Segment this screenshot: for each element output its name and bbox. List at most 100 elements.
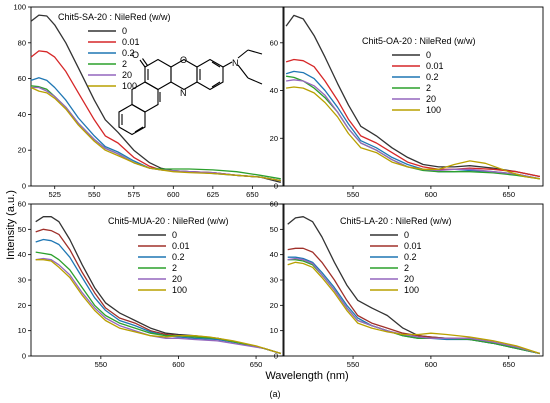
atom-label-N-ring: N (180, 88, 187, 98)
legend-label-2: 2 (122, 59, 127, 69)
legend-label-20: 20 (426, 94, 436, 104)
legend-label-0.01: 0.01 (426, 61, 444, 71)
legend-label-20: 20 (172, 274, 182, 284)
series-line-100 (287, 261, 541, 355)
legend-label-100: 100 (404, 285, 419, 295)
x-tick-label: 600 (172, 360, 185, 369)
y-axis-label: Intensity (a.u.) (5, 190, 17, 260)
legend-title: Chit5-MUA-20 : NileRed (w/w) (108, 216, 229, 226)
atom-label-N-amine: N (232, 58, 239, 68)
y-tick-label: 40 (270, 250, 278, 259)
chart-panel-1: 525 550 575 600 625 650020406080100Chit5-SA-2… (13, 3, 285, 199)
y-tick-label: 100 (13, 3, 26, 12)
y-tick-label: 0 (22, 182, 26, 191)
legend-label-100: 100 (426, 105, 441, 115)
legend-label-0.2: 0.2 (172, 252, 185, 262)
y-tick-label: 60 (18, 200, 26, 209)
x-tick-label: 650 (246, 190, 259, 199)
legend-label-100: 100 (172, 285, 187, 295)
series-line-0.01 (285, 58, 541, 178)
series-line-100 (35, 259, 282, 355)
y-tick-label: 20 (18, 301, 26, 310)
y-tick-label: 60 (270, 200, 278, 209)
series-line-0 (285, 14, 541, 178)
nile-red-structure-drawing (118, 49, 263, 136)
y-tick-label: 40 (18, 250, 26, 259)
legend-title: Chit5-OA-20 : NileRed (w/w) (362, 36, 476, 46)
legend-label-0: 0 (172, 230, 177, 240)
series-line-20 (286, 79, 541, 180)
series-line-0.01 (30, 50, 281, 182)
legend-label-20: 20 (404, 274, 414, 284)
legend-label-0.01: 0.01 (172, 241, 190, 251)
legend-label-2: 2 (426, 83, 431, 93)
legend-label-0.01: 0.01 (122, 37, 140, 47)
series-line-0.2 (287, 256, 541, 355)
chart-panels: 525 550 575 600 625 650020406080100Chit5-SA-2… (13, 3, 544, 369)
x-tick-label: 650 (250, 360, 263, 369)
y-tick-label: 60 (270, 38, 278, 47)
y-tick-label: 40 (270, 86, 278, 95)
y-tick-label: 20 (18, 146, 26, 155)
x-tick-label: 650 (502, 190, 515, 199)
series-line-100 (286, 86, 540, 180)
x-tick-label: 550 (347, 190, 360, 199)
x-axis-label: Wavelength (nm) (265, 370, 348, 382)
legend-label-0: 0 (404, 230, 409, 240)
x-tick-label: 550 (347, 360, 360, 369)
series-line-2 (30, 85, 281, 180)
legend-title: Chit5-LA-20 : NileRed (w/w) (340, 216, 452, 226)
y-tick-label: 0 (274, 182, 278, 191)
legend-label-0.2: 0.2 (122, 48, 135, 58)
y-tick-label: 50 (270, 225, 278, 234)
x-tick-label: 600 (425, 360, 438, 369)
series-line-0.2 (35, 238, 282, 355)
series-line-0.2 (285, 70, 541, 180)
x-tick-label: 575 (128, 190, 141, 199)
series-line-100 (30, 86, 281, 182)
legend-label-20: 20 (122, 70, 132, 80)
legend-title: Chit5-SA-20 : NileRed (w/w) (58, 12, 171, 22)
y-tick-label: 30 (18, 276, 26, 285)
legend-label-0.2: 0.2 (404, 252, 417, 262)
legend-label-0.2: 0.2 (426, 72, 439, 82)
plot-frame (282, 6, 544, 187)
x-tick-label: 600 (425, 190, 438, 199)
legend-label-2: 2 (172, 263, 177, 273)
atom-label-O-carbonyl: O (132, 50, 139, 60)
series-line-20 (31, 86, 281, 182)
x-tick-label: 525 (48, 190, 61, 199)
y-tick-label: 10 (18, 326, 26, 335)
legend-label-0.01: 0.01 (404, 241, 422, 251)
structure-atom-labels: O O N N (132, 50, 239, 98)
y-tick-label: 30 (270, 276, 278, 285)
y-tick-label: 40 (18, 110, 26, 119)
x-tick-label: 600 (167, 190, 180, 199)
figure-caption: (a) (270, 389, 281, 399)
legend-label-0: 0 (122, 26, 127, 36)
y-tick-label: 20 (270, 301, 278, 310)
y-tick-label: 0 (22, 352, 26, 361)
y-tick-label: 20 (270, 134, 278, 143)
x-tick-label: 625 (207, 190, 220, 199)
x-tick-label: 550 (95, 360, 108, 369)
y-tick-label: 10 (270, 326, 278, 335)
plot-frame (30, 6, 285, 187)
y-tick-label: 60 (18, 74, 26, 83)
legend-label-2: 2 (404, 263, 409, 273)
y-tick-label: 0 (274, 352, 278, 361)
x-tick-label: 650 (502, 360, 515, 369)
legend-label-100: 100 (122, 81, 137, 91)
atom-label-O-ring: O (180, 55, 187, 65)
y-tick-label: 80 (18, 38, 26, 47)
series-line-20 (287, 257, 541, 355)
legend-label-0: 0 (426, 50, 431, 60)
y-tick-label: 50 (18, 225, 26, 234)
series-line-0 (30, 14, 281, 184)
x-tick-label: 550 (88, 190, 101, 199)
series-line-20 (35, 257, 282, 355)
